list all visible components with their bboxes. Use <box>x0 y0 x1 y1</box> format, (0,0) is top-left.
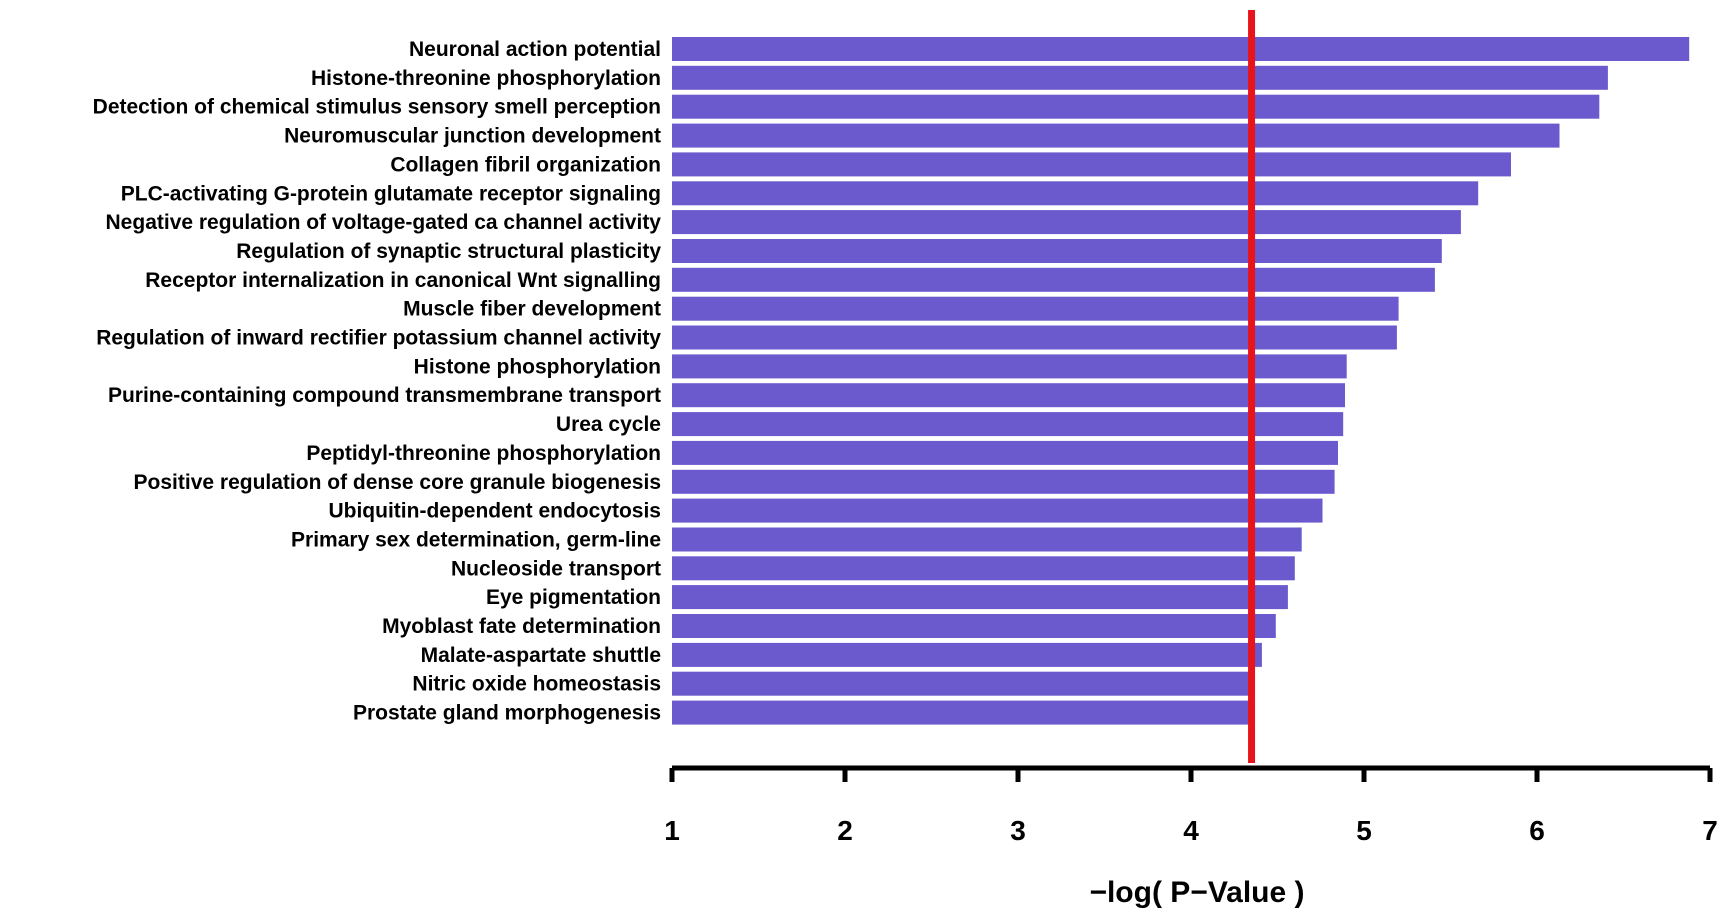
bar <box>672 296 1399 321</box>
x-tick-label: 6 <box>1529 815 1545 846</box>
category-label: Receptor internalization in canonical Wn… <box>145 269 661 292</box>
bar <box>672 267 1435 292</box>
category-label: Neuronal action potential <box>409 38 661 61</box>
bar <box>672 700 1252 725</box>
bar <box>672 585 1288 610</box>
bar <box>672 498 1323 523</box>
bar <box>672 239 1442 263</box>
category-label: Nitric oxide homeostasis <box>412 673 661 696</box>
bar <box>672 412 1344 437</box>
bar <box>672 527 1302 552</box>
bar <box>672 383 1345 408</box>
bar <box>672 325 1397 350</box>
category-label: Detection of chemical stimulus sensory s… <box>93 96 661 119</box>
bar <box>672 152 1511 177</box>
category-label: Myoblast fate determination <box>382 615 661 638</box>
x-tick-label: 5 <box>1356 815 1372 846</box>
x-tick-label: 4 <box>1183 815 1199 846</box>
category-label: Purine-containing compound transmembrane… <box>108 384 661 407</box>
category-label: Primary sex determination, germ-line <box>291 529 661 552</box>
bar <box>672 181 1479 206</box>
x-tick-label: 3 <box>1010 815 1026 846</box>
bar <box>672 354 1347 379</box>
category-label: Regulation of synaptic structural plasti… <box>236 240 661 263</box>
x-axis-title: −log( P−Value ) <box>1089 876 1304 909</box>
bar <box>672 440 1338 465</box>
category-label: Histone-threonine phosphorylation <box>311 67 661 90</box>
category-label: Urea cycle <box>556 413 661 436</box>
x-tick-label: 7 <box>1702 815 1718 846</box>
category-label: PLC-activating G-protein glutamate recep… <box>121 182 661 205</box>
bar <box>672 614 1276 638</box>
bar <box>672 65 1608 90</box>
category-label: Positive regulation of dense core granul… <box>134 471 661 494</box>
bar <box>672 94 1600 119</box>
bar <box>672 556 1295 581</box>
bar <box>672 671 1252 696</box>
category-label: Neuromuscular junction development <box>284 125 661 148</box>
category-label: Muscle fiber development <box>403 298 661 321</box>
bar <box>672 123 1560 148</box>
category-label: Regulation of inward rectifier potassium… <box>96 327 661 350</box>
category-labels-group: Neuronal action potential Histone-threoni… <box>93 38 662 725</box>
category-label: Ubiquitin-dependent endocytosis <box>328 500 661 523</box>
x-tick-label: 1 <box>664 815 680 846</box>
category-label: Collagen fibril organization <box>390 153 661 176</box>
bar <box>672 210 1461 235</box>
category-label: Negative regulation of voltage-gated ca … <box>106 211 662 234</box>
category-label: Eye pigmentation <box>486 586 661 609</box>
category-label: Histone phosphorylation <box>414 355 661 378</box>
x-tick-label: 2 <box>837 815 853 846</box>
category-label: Malate-aspartate shuttle <box>421 644 661 667</box>
bar <box>672 642 1262 667</box>
x-axis: 1 2 3 4 5 6 7 <box>664 765 1718 846</box>
bar <box>672 469 1335 494</box>
category-label: Prostate gland morphogenesis <box>353 702 661 725</box>
bars-group <box>672 37 1690 725</box>
bar <box>672 37 1690 61</box>
category-label: Nucleoside transport <box>451 557 661 580</box>
category-label: Peptidyl-threonine phosphorylation <box>306 442 661 465</box>
